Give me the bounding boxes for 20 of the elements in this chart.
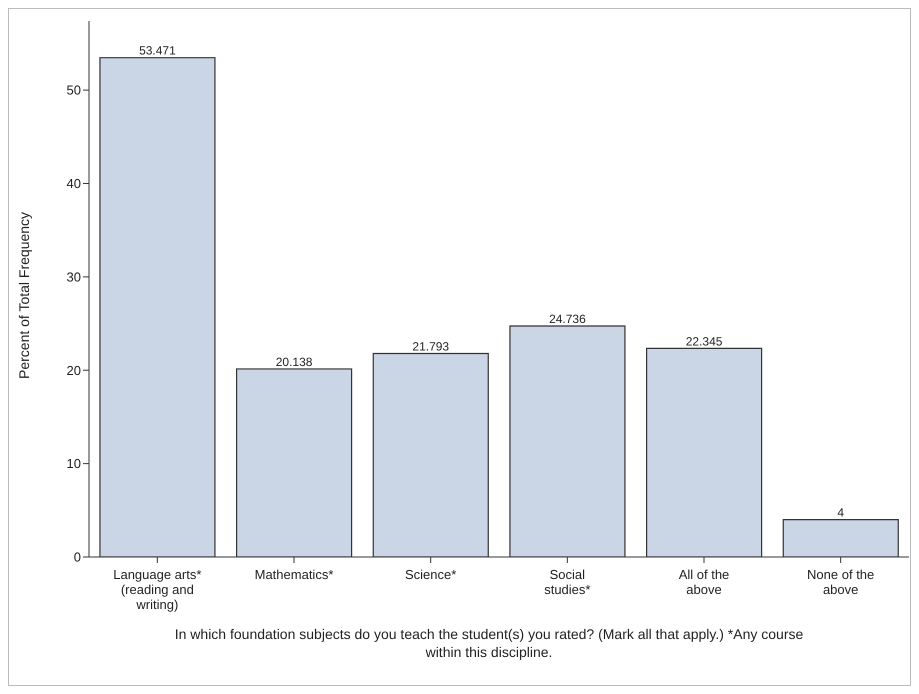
- data-label: 22.345: [686, 334, 723, 348]
- y-tick-label: 30: [66, 269, 81, 284]
- data-label: 4: [837, 506, 844, 520]
- x-tick-label: None of the above: [807, 567, 874, 597]
- y-tick-label: 0: [74, 550, 81, 565]
- y-tick-label: 20: [66, 362, 81, 378]
- x-tick-label: Science*: [405, 567, 456, 582]
- x-tick-label: Language arts* (reading and writing): [113, 567, 202, 612]
- x-axis-title: In which foundation subjects do you teach the student(s) you rated? (Mark all that apply.) *Any course within this discipline.: [174, 625, 804, 661]
- y-tick-label: 50: [66, 82, 81, 98]
- y-tick-label: 10: [66, 456, 81, 472]
- x-tick-label: All of the above: [678, 567, 730, 597]
- y-tick-label: 40: [66, 176, 81, 192]
- x-tick-label: Social studies*: [544, 567, 590, 597]
- data-label: 21.793: [412, 339, 450, 354]
- x-tick-label: Mathematics*: [254, 567, 334, 582]
- y-axis-title: Percent of Total Frequency: [16, 212, 32, 379]
- data-label: 20.138: [276, 354, 313, 369]
- data-label: 53.471: [139, 44, 176, 58]
- data-label: 24.736: [549, 312, 586, 326]
